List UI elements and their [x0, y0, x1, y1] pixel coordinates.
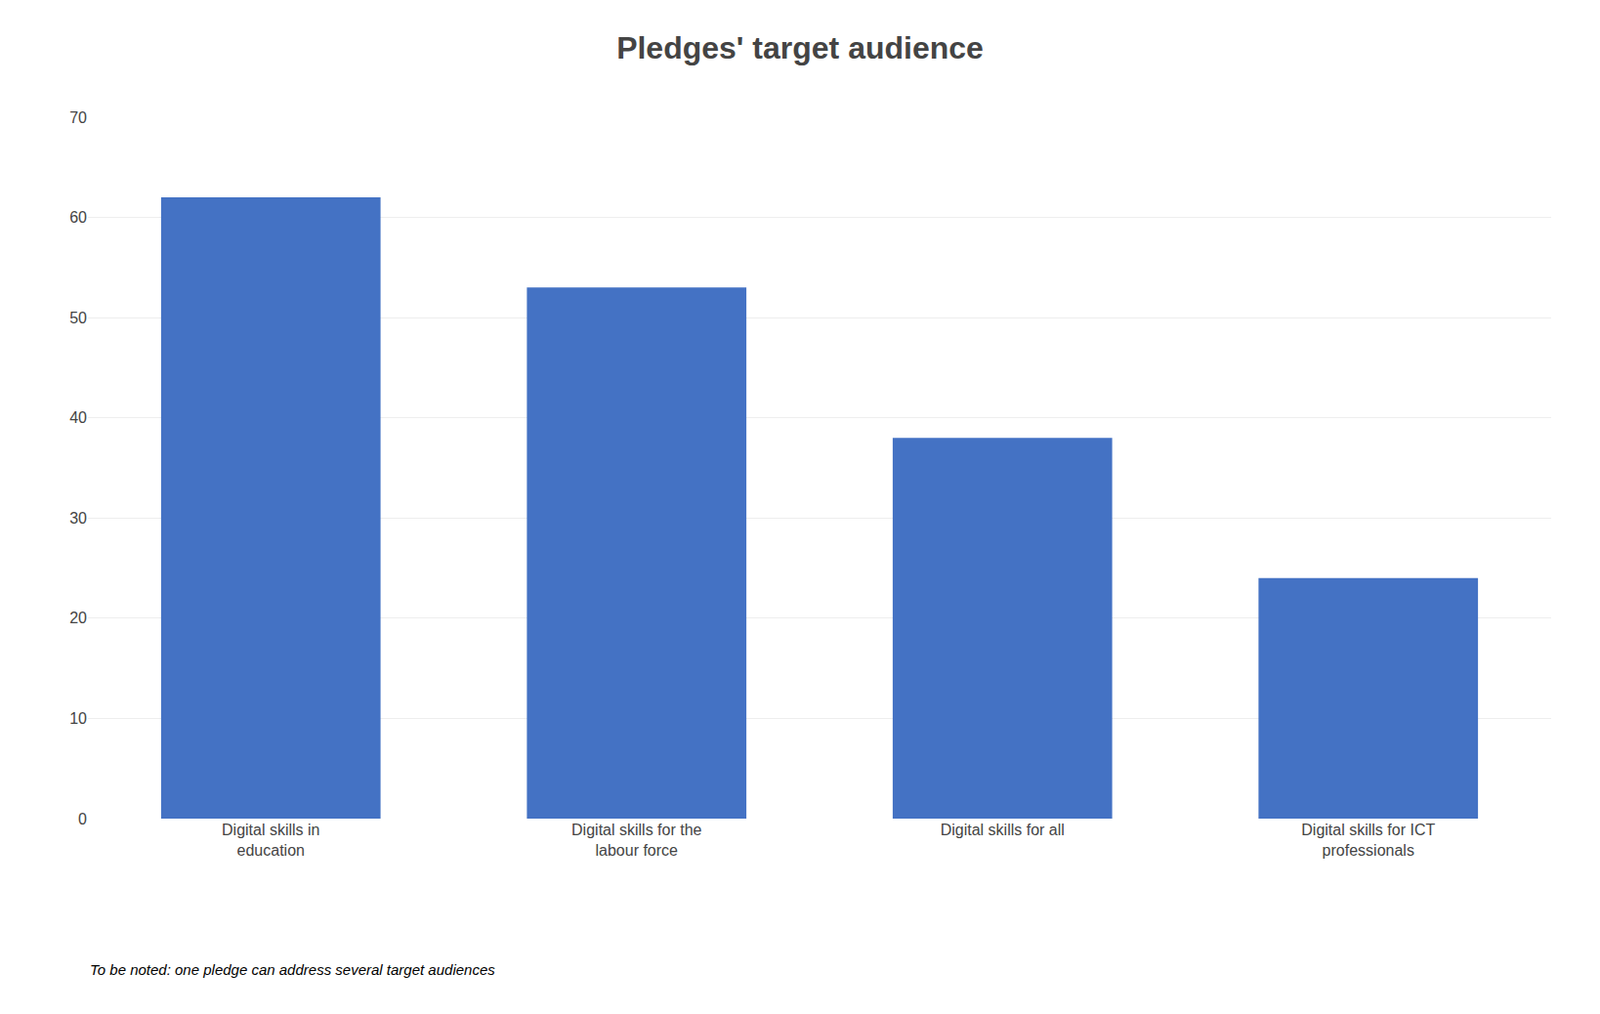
svg-text:40: 40	[69, 409, 87, 426]
svg-text:0: 0	[78, 810, 87, 828]
svg-text:50: 50	[69, 309, 87, 327]
svg-text:Pledges' target audience: Pledges' target audience	[616, 30, 984, 66]
svg-text:Digital skills ineducation: Digital skills ineducation	[221, 821, 320, 859]
svg-text:Digital skills for ICTprofessi: Digital skills for ICTprofessionals	[1301, 821, 1435, 859]
svg-text:10: 10	[69, 710, 87, 727]
svg-text:60: 60	[69, 209, 87, 226]
svg-text:To be noted: one pledge can ad: To be noted: one pledge can address seve…	[89, 961, 496, 978]
svg-text:Digital skills for thelabour f: Digital skills for thelabour force	[571, 821, 702, 859]
svg-text:70: 70	[69, 109, 87, 127]
svg-text:20: 20	[69, 609, 87, 627]
svg-text:30: 30	[69, 509, 87, 527]
svg-text:Digital skills for all: Digital skills for all	[940, 821, 1065, 839]
